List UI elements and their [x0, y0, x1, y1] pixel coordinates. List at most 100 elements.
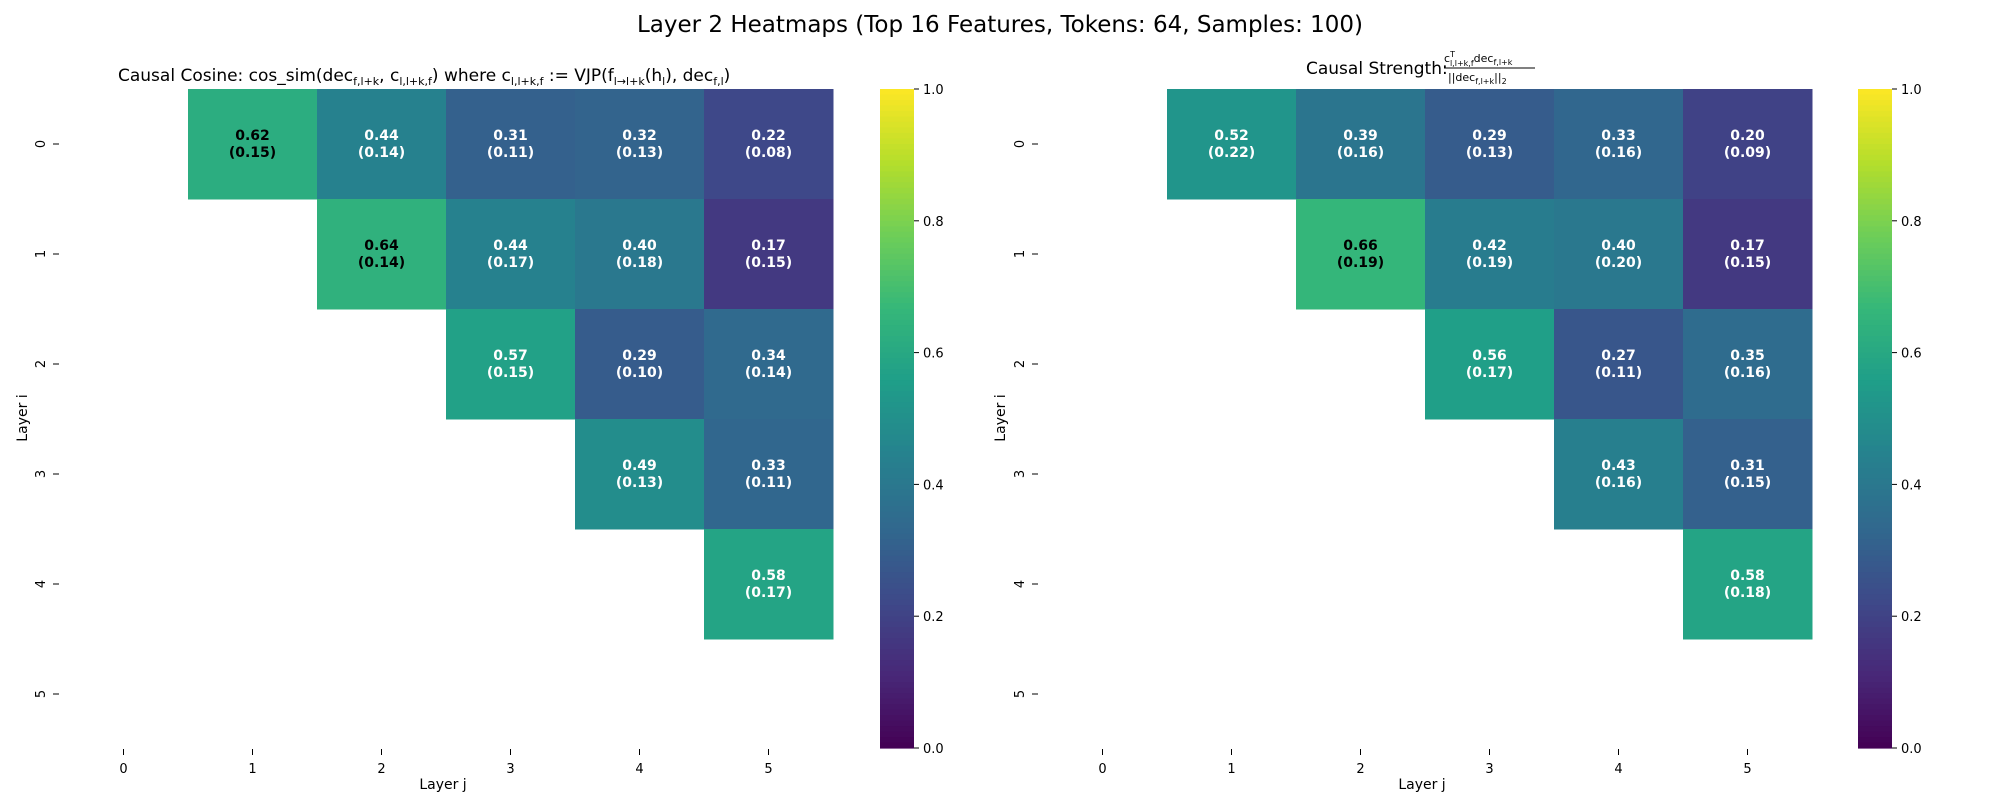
cell-std-label: (0.11) — [745, 475, 792, 491]
cell-value-label: 0.31 — [1730, 458, 1765, 474]
colorbar-segment — [880, 319, 914, 326]
heatmap-cell-3-5 — [1683, 419, 1813, 530]
heatmap-cell-1-2 — [1296, 199, 1426, 310]
colorbar-segment — [1858, 149, 1892, 156]
y-axis-label: Layer i — [15, 394, 31, 441]
colorbar-tick-label: 0.4 — [1901, 478, 1922, 493]
colorbar-segment — [880, 297, 914, 304]
colorbar-segment — [1858, 292, 1892, 299]
cell-value-label: 0.17 — [751, 238, 786, 254]
y-tick-label: 4 — [34, 580, 49, 588]
colorbar-segment — [880, 396, 914, 403]
heatmap-cell-0-4 — [1554, 89, 1684, 200]
colorbar-segment — [1858, 231, 1892, 238]
cell-value-label: 0.64 — [364, 238, 399, 254]
colorbar-segment — [1858, 440, 1892, 447]
colorbar-segment — [880, 715, 914, 722]
heatmap-cell-3-4 — [575, 419, 705, 530]
colorbar-segment — [880, 264, 914, 271]
colorbar-segment — [880, 682, 914, 689]
y-tick-label: 0 — [34, 140, 49, 148]
colorbar-segment — [880, 226, 914, 233]
colorbar-segment — [880, 731, 914, 738]
colorbar-segment — [880, 561, 914, 568]
figure-title: Layer 2 Heatmaps (Top 16 Features, Token… — [637, 12, 1363, 38]
y-tick-label: 5 — [1013, 690, 1028, 698]
colorbar-segment — [1858, 676, 1892, 683]
colorbar-segment — [880, 577, 914, 584]
colorbar-segment — [880, 121, 914, 129]
colorbar-segment — [880, 215, 914, 222]
x-axis-ticks: 0 1 2 3 4 5 — [119, 749, 773, 777]
colorbar-segment — [880, 369, 914, 376]
heatmap-cell-1-4 — [1554, 199, 1684, 310]
cell-std-label: (0.17) — [1466, 365, 1513, 381]
colorbar-segment — [1858, 99, 1892, 107]
cell-std-label: (0.17) — [487, 255, 534, 271]
colorbar-segment — [1858, 665, 1892, 672]
colorbar-segment — [880, 187, 914, 194]
colorbar-segment — [880, 566, 914, 573]
colorbar-segment — [880, 149, 914, 156]
colorbar-segment — [1858, 643, 1892, 650]
heatmap-cell-4-5 — [1683, 529, 1813, 640]
colorbar-segment — [880, 259, 914, 266]
colorbar-segment — [1858, 237, 1892, 244]
cell-std-label: (0.13) — [616, 475, 663, 491]
cell-value-label: 0.56 — [1472, 348, 1507, 364]
colorbar-segment — [880, 533, 914, 540]
colorbar-segment — [880, 500, 914, 507]
colorbar: 0.0 0.2 0.4 0.6 0.8 1.0 — [880, 83, 944, 757]
colorbar-segment — [1858, 374, 1892, 381]
colorbar-tick-label: 1.0 — [1901, 83, 1922, 98]
colorbar-segment — [1858, 605, 1892, 612]
colorbar-segment — [1858, 654, 1892, 661]
heatmap-cell-0-4 — [575, 89, 705, 200]
colorbar-segment — [880, 605, 914, 612]
colorbar-segment — [1858, 248, 1892, 255]
colorbar-segment — [1858, 528, 1892, 535]
colorbar-segment — [880, 467, 914, 475]
colorbar-segment — [880, 621, 914, 628]
colorbar-segment — [1858, 533, 1892, 540]
cell-value-label: 0.49 — [622, 458, 657, 474]
cell-value-label: 0.32 — [622, 128, 657, 144]
colorbar-segment — [880, 281, 914, 288]
panel-title-causal-cosine: Causal Cosine: cos_sim(decf,l+k, cl,l+k,… — [118, 66, 730, 88]
x-tick-label: 1 — [1227, 762, 1235, 777]
cell-std-label: (0.10) — [616, 365, 663, 381]
colorbar-segment — [880, 649, 914, 656]
colorbar-segment — [880, 616, 914, 623]
colorbar-segment — [1858, 627, 1892, 634]
colorbar-segment — [880, 358, 914, 365]
colorbar-segment — [1858, 220, 1892, 227]
heatmap-cell-0-2 — [1296, 89, 1426, 200]
heatmap-cell-0-2 — [317, 89, 447, 200]
cell-value-label: 0.62 — [235, 128, 270, 144]
colorbar-segment — [1858, 462, 1892, 469]
colorbar-segment — [880, 352, 914, 359]
colorbar-segment — [880, 594, 914, 601]
colorbar-segment — [1858, 308, 1892, 315]
colorbar-segment — [1858, 363, 1892, 370]
cell-std-label: (0.09) — [1724, 145, 1771, 161]
colorbar-segment — [880, 110, 914, 118]
heatmap-cell-1-5 — [704, 199, 834, 310]
colorbar-segment — [880, 132, 914, 140]
colorbar-segment — [880, 654, 914, 661]
x-tick-label: 5 — [764, 762, 772, 777]
colorbar-tick-label: 0.2 — [1901, 610, 1922, 625]
colorbar-segment — [1858, 176, 1892, 183]
colorbar-segment — [1858, 599, 1892, 606]
colorbar-segment — [1858, 286, 1892, 293]
panel-title-prefix: Causal Strength: — [1306, 59, 1448, 79]
y-axis-ticks: 0 1 2 3 4 5 — [1013, 140, 1038, 698]
heatmap-panel-causal-strength: Causal Strength: cT l,l+k,fdecf,l+k ||dec… — [993, 50, 1922, 793]
colorbar-segment — [1858, 649, 1892, 656]
colorbar-segment — [880, 270, 914, 277]
colorbar-segment — [880, 583, 914, 590]
colorbar-segment — [880, 726, 914, 733]
y-tick-label: 2 — [34, 360, 49, 368]
cell-std-label: (0.22) — [1208, 145, 1255, 161]
